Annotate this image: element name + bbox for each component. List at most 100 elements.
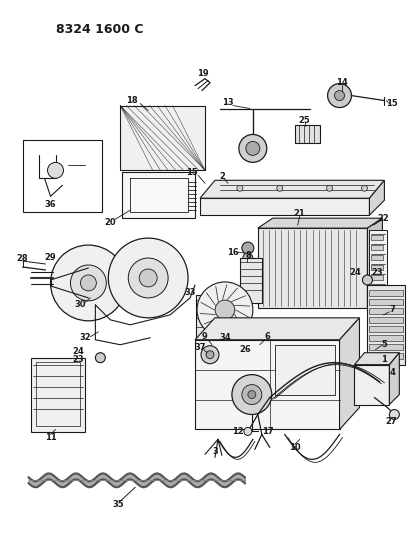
- Circle shape: [200, 346, 218, 364]
- Bar: [31, 358, 85, 432]
- Text: 17: 17: [261, 427, 273, 436]
- Text: 22: 22: [377, 214, 388, 223]
- Text: 11: 11: [45, 433, 56, 442]
- Circle shape: [334, 91, 344, 101]
- Polygon shape: [369, 180, 384, 215]
- Circle shape: [241, 385, 261, 405]
- Circle shape: [242, 253, 252, 263]
- Bar: [371, 255, 382, 260]
- Text: 29: 29: [45, 253, 56, 262]
- Polygon shape: [354, 353, 398, 365]
- Text: 7: 7: [389, 305, 394, 314]
- Bar: [36, 362, 80, 426]
- Text: 19: 19: [197, 69, 208, 78]
- Circle shape: [276, 185, 282, 191]
- Polygon shape: [257, 228, 366, 308]
- Text: 14: 14: [335, 78, 346, 87]
- Text: 13: 13: [222, 98, 233, 107]
- Polygon shape: [366, 218, 382, 308]
- Text: 24: 24: [72, 347, 84, 356]
- Bar: [120, 106, 204, 171]
- Circle shape: [327, 84, 351, 108]
- Circle shape: [361, 185, 366, 191]
- Text: 23: 23: [371, 269, 382, 278]
- Circle shape: [215, 300, 234, 320]
- Text: 6: 6: [264, 332, 270, 341]
- Circle shape: [389, 409, 398, 419]
- Text: 8324 1600 C: 8324 1600 C: [55, 23, 143, 36]
- Text: 12: 12: [231, 427, 243, 436]
- Circle shape: [80, 275, 96, 291]
- Circle shape: [50, 245, 126, 321]
- Bar: [294, 125, 319, 143]
- Polygon shape: [200, 198, 369, 215]
- Circle shape: [236, 185, 242, 191]
- Text: 21: 21: [293, 209, 305, 217]
- Text: 10: 10: [288, 443, 300, 452]
- Circle shape: [243, 427, 251, 435]
- Text: 36: 36: [45, 200, 56, 209]
- Circle shape: [47, 163, 63, 179]
- Text: 16: 16: [227, 247, 238, 256]
- Bar: [369, 308, 402, 314]
- Bar: [369, 326, 402, 332]
- Bar: [239, 258, 261, 303]
- Bar: [371, 275, 382, 280]
- Text: 2: 2: [218, 172, 224, 181]
- Bar: [196, 295, 216, 340]
- Text: 30: 30: [74, 301, 86, 309]
- Bar: [371, 245, 382, 250]
- Circle shape: [139, 269, 157, 287]
- Polygon shape: [200, 180, 384, 198]
- Bar: [369, 335, 402, 341]
- Polygon shape: [257, 218, 382, 228]
- Text: 15: 15: [186, 168, 198, 177]
- Text: 4: 4: [389, 368, 394, 377]
- Text: 5: 5: [380, 340, 387, 349]
- Circle shape: [128, 258, 168, 298]
- Circle shape: [326, 185, 332, 191]
- Text: 25: 25: [298, 116, 310, 125]
- Text: 1: 1: [380, 355, 387, 364]
- Polygon shape: [354, 365, 389, 405]
- Circle shape: [197, 282, 252, 338]
- Polygon shape: [195, 340, 339, 430]
- Text: 35: 35: [112, 500, 124, 508]
- Polygon shape: [339, 318, 359, 430]
- Bar: [369, 344, 402, 350]
- Text: 28: 28: [17, 254, 28, 263]
- Circle shape: [95, 353, 105, 362]
- Bar: [274, 345, 334, 394]
- Circle shape: [238, 134, 266, 163]
- Bar: [369, 299, 402, 305]
- Circle shape: [245, 141, 259, 156]
- Bar: [371, 295, 382, 300]
- Polygon shape: [122, 172, 195, 218]
- Text: 18: 18: [126, 96, 138, 105]
- Circle shape: [231, 375, 271, 415]
- Bar: [22, 140, 102, 212]
- Bar: [369, 353, 402, 359]
- Circle shape: [70, 265, 106, 301]
- Text: 24: 24: [349, 269, 360, 278]
- Circle shape: [205, 351, 213, 359]
- Text: 34: 34: [218, 333, 230, 342]
- Text: 37: 37: [194, 343, 205, 352]
- Text: 3: 3: [211, 447, 217, 456]
- Bar: [369, 317, 402, 323]
- Polygon shape: [389, 353, 398, 405]
- Text: 8: 8: [245, 251, 251, 260]
- Polygon shape: [195, 318, 359, 340]
- Bar: [371, 265, 382, 270]
- Text: 20: 20: [104, 217, 116, 227]
- Text: 26: 26: [238, 345, 250, 354]
- Text: 15: 15: [386, 99, 397, 108]
- Bar: [371, 285, 382, 290]
- Circle shape: [362, 275, 371, 285]
- Text: 23: 23: [72, 355, 84, 364]
- Bar: [369, 230, 387, 305]
- Text: 9: 9: [202, 332, 207, 341]
- Circle shape: [247, 391, 255, 399]
- Bar: [366, 285, 405, 365]
- Polygon shape: [125, 116, 200, 165]
